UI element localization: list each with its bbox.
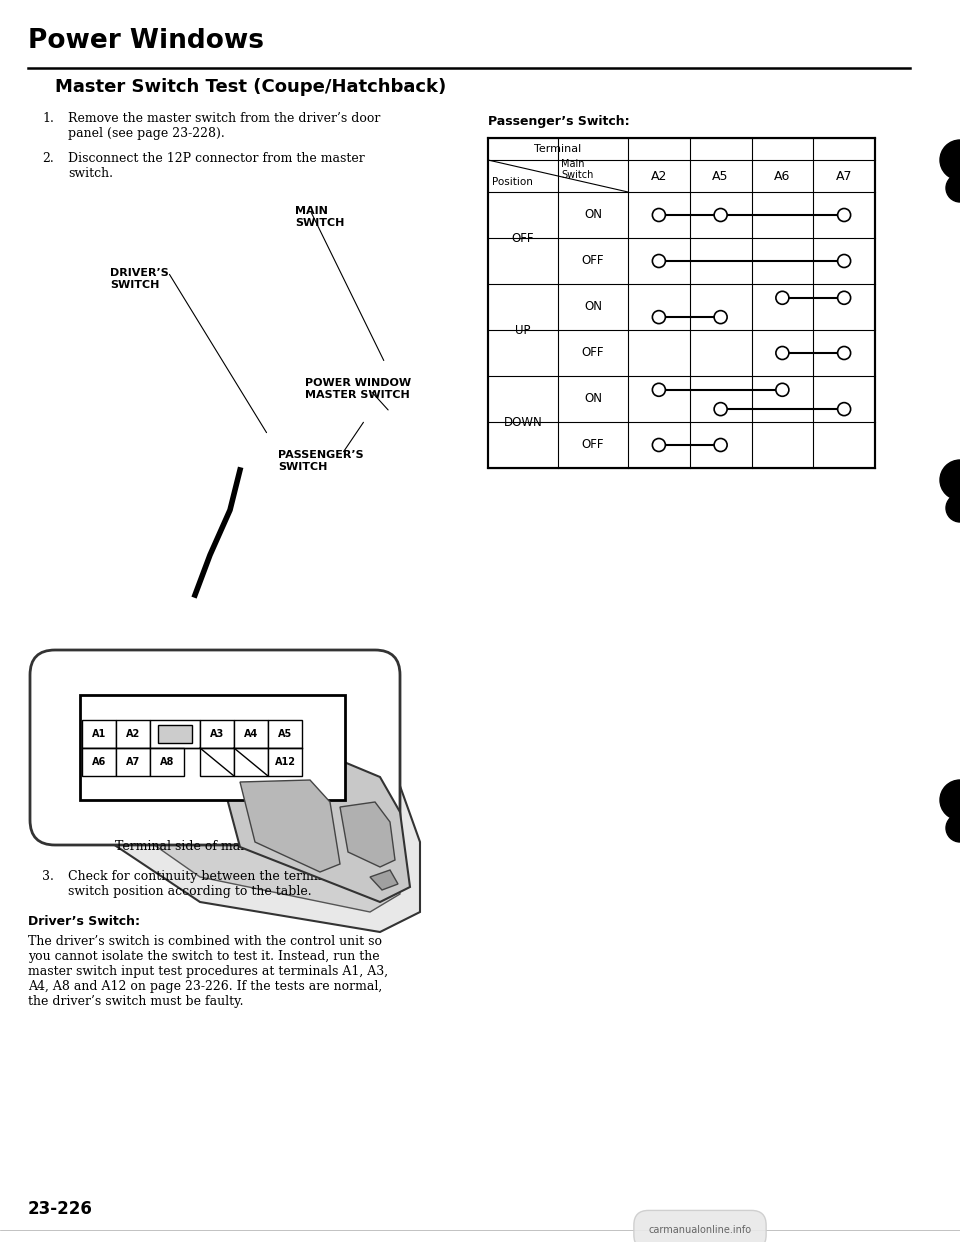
Text: Terminal side of male terminals: Terminal side of male terminals xyxy=(114,840,315,853)
Wedge shape xyxy=(946,494,960,522)
Text: OFF: OFF xyxy=(582,347,604,359)
Text: PASSENGER’S: PASSENGER’S xyxy=(278,450,364,460)
Text: UP: UP xyxy=(516,323,531,337)
Text: you cannot isolate the switch to test it. Instead, run the: you cannot isolate the switch to test it… xyxy=(28,950,379,963)
Polygon shape xyxy=(55,682,420,932)
Text: SWITCH: SWITCH xyxy=(278,462,327,472)
Polygon shape xyxy=(370,869,398,891)
Text: ON: ON xyxy=(584,209,602,221)
Text: switch.: switch. xyxy=(68,166,113,180)
Text: 1.: 1. xyxy=(42,112,54,125)
Wedge shape xyxy=(940,780,960,820)
Text: Terminal: Terminal xyxy=(535,144,582,154)
Text: Power Windows: Power Windows xyxy=(28,29,264,53)
Text: switch position according to the table.: switch position according to the table. xyxy=(68,886,312,898)
Text: Main
Switch: Main Switch xyxy=(561,159,593,180)
Text: 23-226: 23-226 xyxy=(28,1200,93,1218)
Text: A5: A5 xyxy=(712,169,729,183)
Circle shape xyxy=(838,402,851,416)
Circle shape xyxy=(714,310,727,324)
Bar xyxy=(488,138,875,468)
Wedge shape xyxy=(946,174,960,202)
Text: OFF: OFF xyxy=(582,438,604,452)
Polygon shape xyxy=(75,692,400,912)
Text: The driver’s switch is combined with the control unit so: The driver’s switch is combined with the… xyxy=(28,935,382,948)
Bar xyxy=(116,748,150,776)
Bar xyxy=(150,748,184,776)
Bar xyxy=(150,720,200,748)
Circle shape xyxy=(653,384,665,396)
Text: SWITCH: SWITCH xyxy=(110,279,159,289)
Bar xyxy=(158,725,192,743)
Text: POWER WINDOW: POWER WINDOW xyxy=(305,378,411,388)
Wedge shape xyxy=(946,814,960,842)
Text: MASTER SWITCH: MASTER SWITCH xyxy=(305,390,410,400)
Bar xyxy=(200,748,234,776)
Circle shape xyxy=(776,292,789,304)
Text: master switch input test procedures at terminals A1, A3,: master switch input test procedures at t… xyxy=(28,965,388,977)
Text: DOWN: DOWN xyxy=(504,416,542,428)
Circle shape xyxy=(714,438,727,452)
Text: carmanualonline.info: carmanualonline.info xyxy=(648,1225,752,1235)
Circle shape xyxy=(653,310,665,324)
Circle shape xyxy=(653,255,665,267)
Circle shape xyxy=(714,402,727,416)
Bar xyxy=(200,720,234,748)
Text: A3: A3 xyxy=(210,729,224,739)
Circle shape xyxy=(838,292,851,304)
Text: A6: A6 xyxy=(774,169,791,183)
Text: A4, A8 and A12 on page 23-226. If the tests are normal,: A4, A8 and A12 on page 23-226. If the te… xyxy=(28,980,382,994)
Circle shape xyxy=(776,384,789,396)
Circle shape xyxy=(653,209,665,221)
Polygon shape xyxy=(340,802,395,867)
Text: the driver’s switch must be faulty.: the driver’s switch must be faulty. xyxy=(28,995,244,1009)
Circle shape xyxy=(776,347,789,359)
Text: A2: A2 xyxy=(651,169,667,183)
Bar xyxy=(82,748,116,776)
Text: Check for continuity between the terminals in each: Check for continuity between the termina… xyxy=(68,869,394,883)
Text: DRIVER’S: DRIVER’S xyxy=(110,268,169,278)
Text: ON: ON xyxy=(584,392,602,405)
Text: panel (see page 23-228).: panel (see page 23-228). xyxy=(68,127,225,140)
Circle shape xyxy=(838,347,851,359)
Bar xyxy=(234,748,268,776)
Text: OFF: OFF xyxy=(512,231,535,245)
Text: A7: A7 xyxy=(836,169,852,183)
Text: A4: A4 xyxy=(244,729,258,739)
Text: ON: ON xyxy=(584,301,602,313)
Text: A7: A7 xyxy=(126,758,140,768)
Bar xyxy=(234,720,268,748)
Bar xyxy=(116,720,150,748)
Circle shape xyxy=(653,438,665,452)
Text: 3.: 3. xyxy=(42,869,54,883)
FancyBboxPatch shape xyxy=(80,696,345,800)
Bar xyxy=(82,720,116,748)
Text: A5: A5 xyxy=(277,729,292,739)
Wedge shape xyxy=(940,460,960,501)
Circle shape xyxy=(838,255,851,267)
Bar xyxy=(268,720,302,748)
Text: Disconnect the 12P connector from the master: Disconnect the 12P connector from the ma… xyxy=(68,152,365,165)
Bar xyxy=(268,748,302,776)
Text: Position: Position xyxy=(492,178,533,188)
Circle shape xyxy=(838,209,851,221)
Text: Passenger’s Switch:: Passenger’s Switch: xyxy=(488,116,630,128)
Circle shape xyxy=(714,209,727,221)
Text: OFF: OFF xyxy=(582,255,604,267)
Polygon shape xyxy=(220,751,410,902)
Text: MAIN: MAIN xyxy=(295,206,328,216)
Polygon shape xyxy=(240,780,340,872)
Text: A1: A1 xyxy=(92,729,107,739)
Text: A6: A6 xyxy=(92,758,107,768)
FancyBboxPatch shape xyxy=(30,650,400,845)
Text: 2.: 2. xyxy=(42,152,54,165)
Text: Master Switch Test (Coupe/Hatchback): Master Switch Test (Coupe/Hatchback) xyxy=(55,78,446,96)
Text: SWITCH: SWITCH xyxy=(295,219,345,229)
Text: A2: A2 xyxy=(126,729,140,739)
Wedge shape xyxy=(940,140,960,180)
Text: A8: A8 xyxy=(159,758,174,768)
Text: Driver’s Switch:: Driver’s Switch: xyxy=(28,915,140,928)
Text: A12: A12 xyxy=(275,758,296,768)
Text: Remove the master switch from the driver’s door: Remove the master switch from the driver… xyxy=(68,112,380,125)
